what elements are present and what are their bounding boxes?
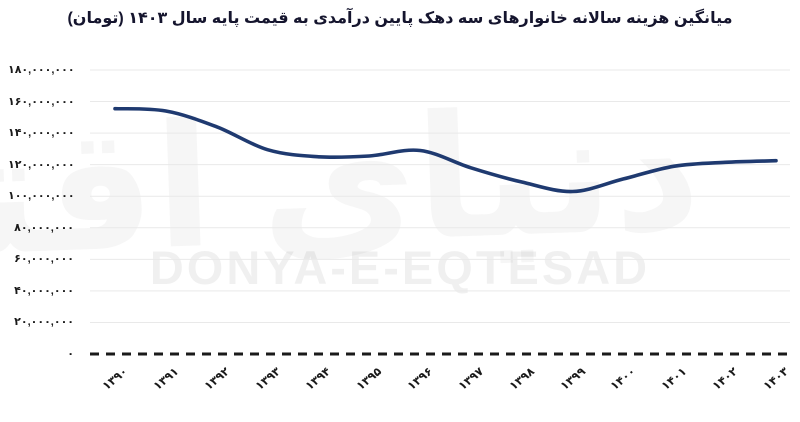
- y-axis-tick-label: ۴۰,۰۰۰,۰۰۰: [14, 284, 74, 297]
- y-axis-tick-label: ۱۰۰,۰۰۰,۰۰۰: [8, 190, 75, 203]
- chart-title: میانگین هزینه سالانه خانوارهای سه دهک پا…: [67, 10, 733, 27]
- y-axis-tick-label: ۸۰,۰۰۰,۰۰۰: [14, 221, 74, 234]
- y-axis-tick-label: ۱۴۰,۰۰۰,۰۰۰: [8, 127, 75, 140]
- y-axis-tick-label: ۰: [67, 348, 74, 360]
- y-axis-tick-label: ۱۸۰,۰۰۰,۰۰۰: [8, 64, 75, 76]
- y-axis-tick-label: ۶۰,۰۰۰,۰۰۰: [14, 253, 74, 266]
- y-axis-tick-label: ۲۰,۰۰۰,۰۰۰: [14, 316, 74, 329]
- y-axis-tick-label: ۱۶۰,۰۰۰,۰۰۰: [8, 95, 75, 108]
- data-line: [113, 106, 778, 194]
- y-axis-tick-label: ۱۲۰,۰۰۰,۰۰۰: [8, 158, 75, 171]
